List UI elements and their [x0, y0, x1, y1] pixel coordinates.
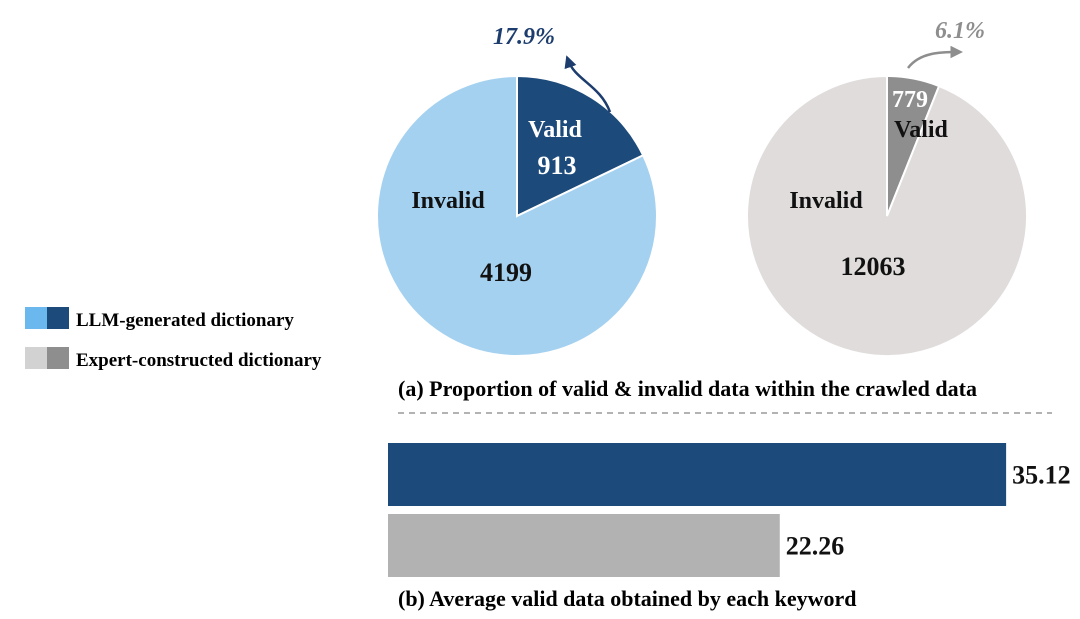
bar-value-label-expert: 22.26	[786, 532, 845, 561]
percent-label-llm: 17.9%	[493, 24, 555, 50]
legend-swatch-expert-dark	[47, 347, 69, 369]
caption-a: (a) Proportion of valid & invalid data w…	[398, 376, 977, 401]
legend-swatch-expert-light	[25, 347, 47, 369]
pie-label-llm-valid-value: 913	[538, 151, 577, 180]
percent-arrow-expert	[907, 45, 963, 69]
pie-slice-llm-valid	[516, 74, 645, 218]
percent-arrow-llm	[564, 55, 612, 113]
pie-label-expert-valid-label: Valid	[894, 117, 948, 143]
pie-label-expert-valid-value: 779	[892, 87, 928, 113]
bar-chart: 35.12 22.26	[388, 443, 1071, 577]
legend: LLM-generated dictionary Expert-construc…	[25, 307, 322, 371]
pie-label-expert-invalid-value: 12063	[841, 252, 906, 281]
percent-label-expert: 6.1%	[935, 18, 985, 44]
bar-llm	[388, 443, 1007, 506]
legend-swatch-llm-dark	[47, 307, 69, 329]
bar-value-label-llm: 35.12	[1012, 461, 1071, 490]
pie-chart-expert: 779 Valid Invalid 12063	[746, 74, 1028, 357]
pie-label-llm-invalid-label: Invalid	[411, 188, 485, 214]
legend-label-llm: LLM-generated dictionary	[76, 310, 294, 331]
bar-expert	[388, 514, 780, 577]
pie-label-llm-valid-label: Valid	[528, 117, 582, 143]
legend-swatch-llm-light	[25, 307, 47, 329]
legend-label-expert: Expert-constructed dictionary	[76, 350, 322, 371]
pie-chart-llm: Valid 913 Invalid 4199	[376, 74, 658, 357]
pie-label-expert-invalid-label: Invalid	[789, 188, 863, 214]
pie-label-llm-invalid-value: 4199	[480, 258, 532, 287]
pie-slice-expert-invalid	[746, 74, 1028, 357]
pie-slice-llm-invalid	[376, 74, 658, 357]
caption-b: (b) Average valid data obtained by each …	[398, 586, 857, 611]
